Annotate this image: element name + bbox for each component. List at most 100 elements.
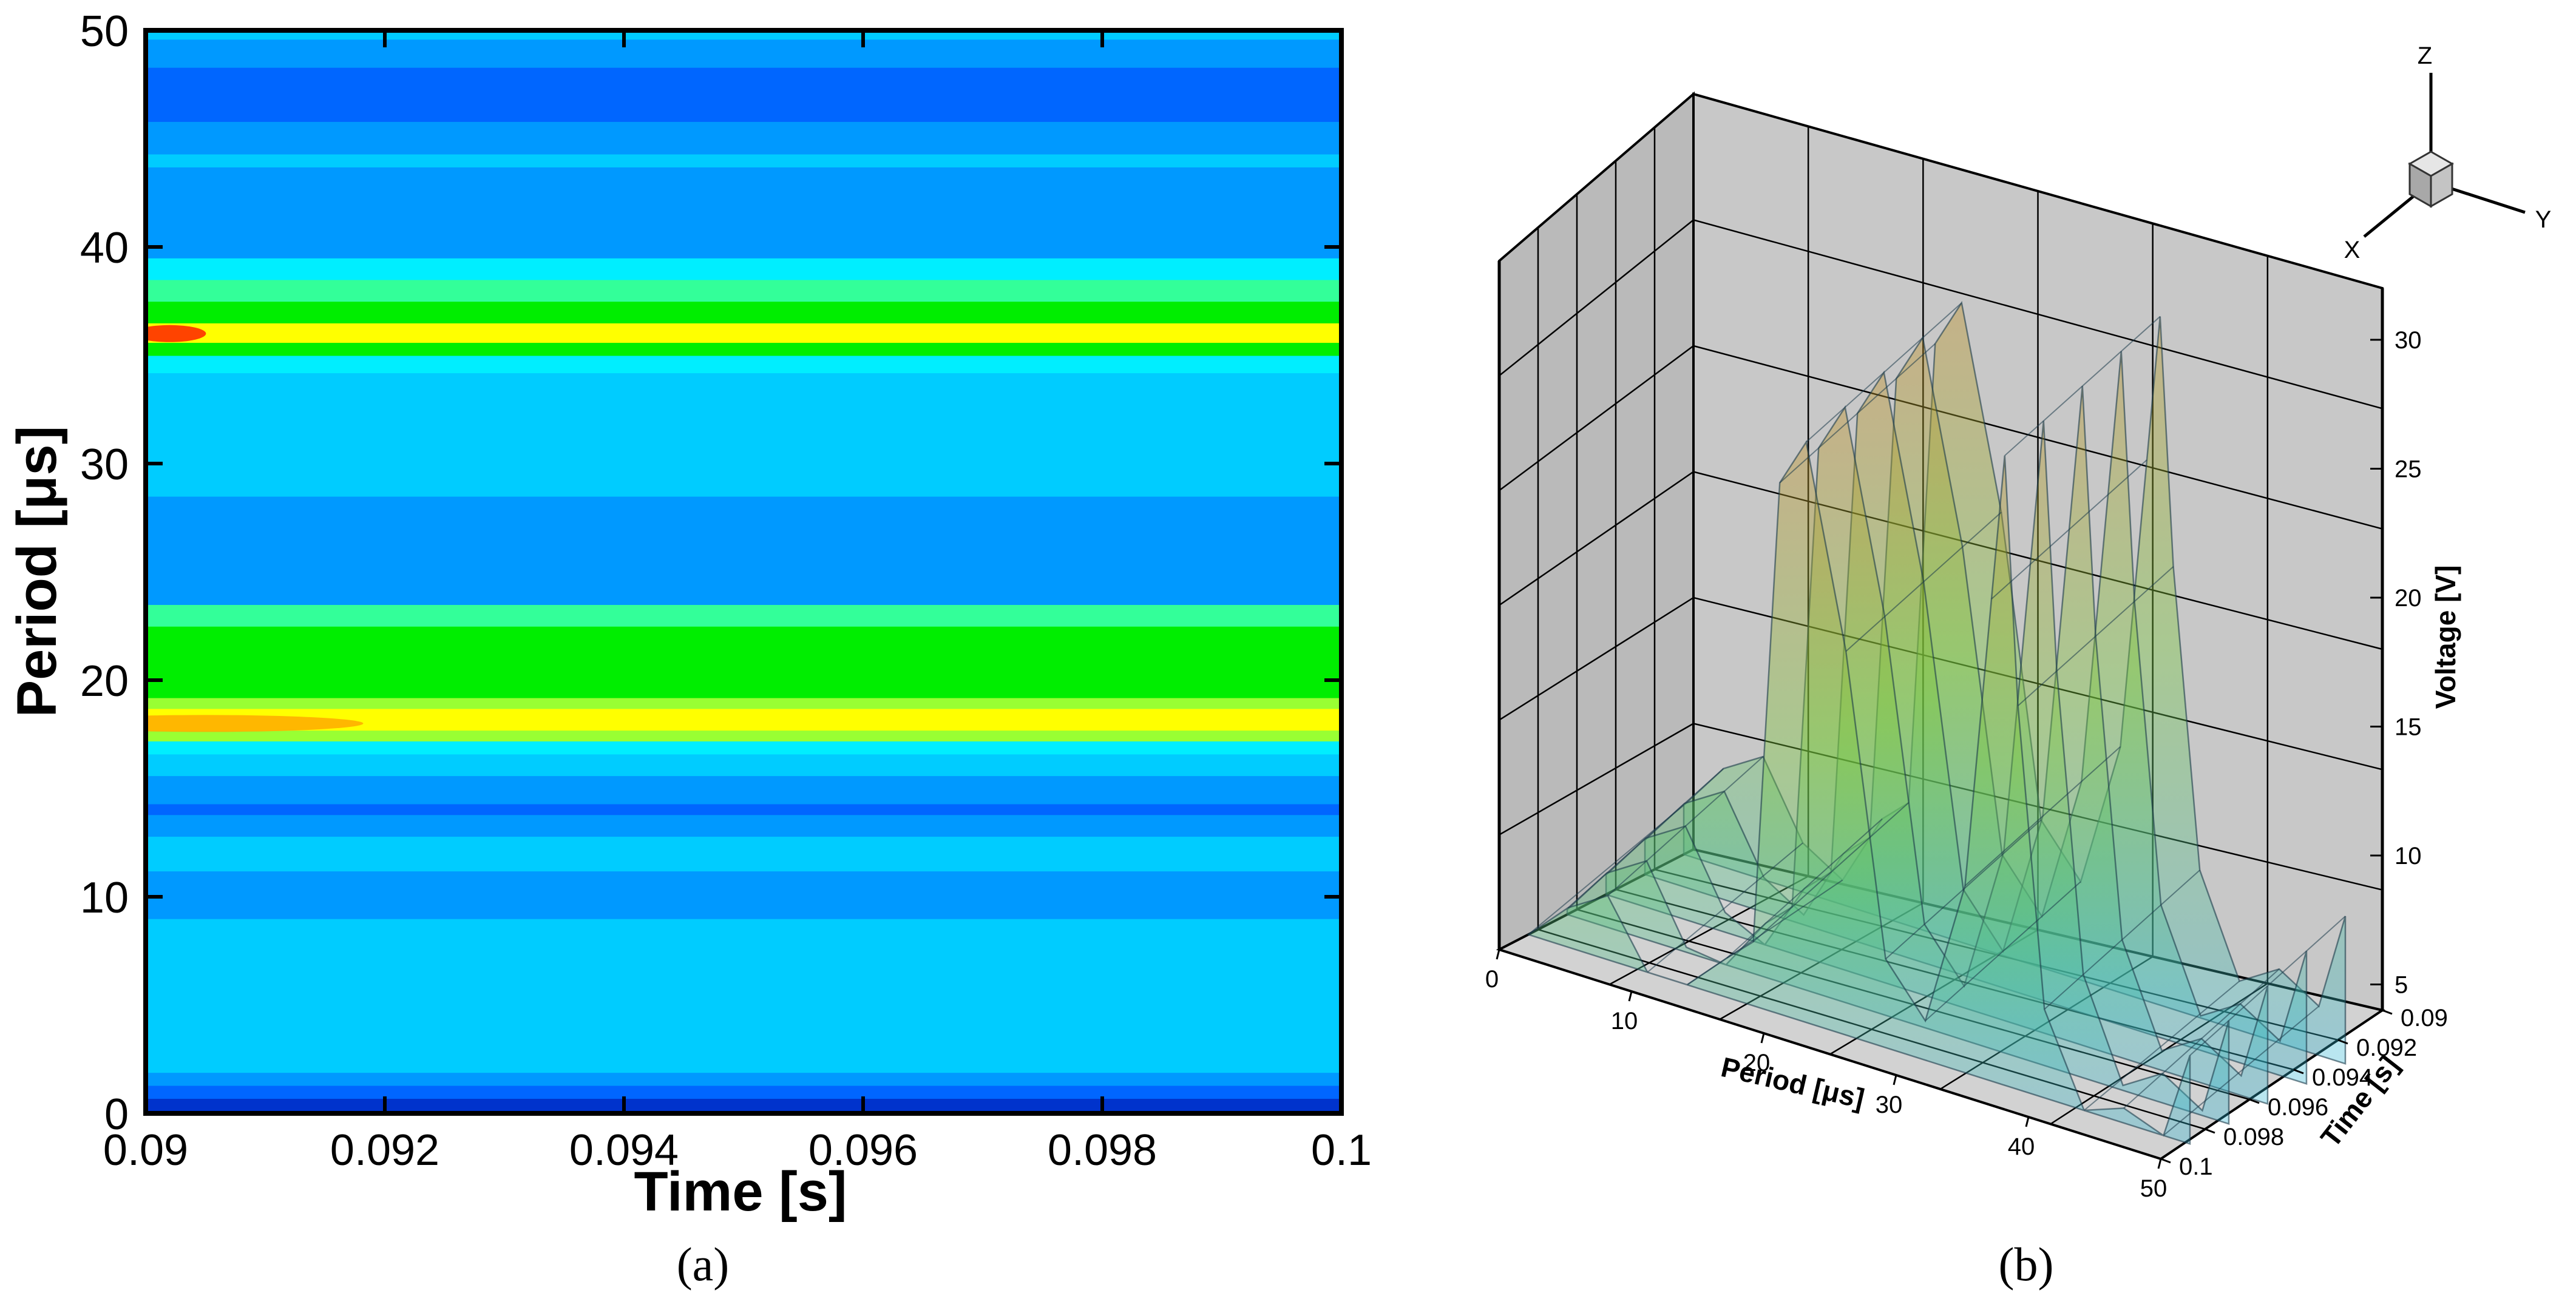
surface-ridge bbox=[1779, 343, 1936, 484]
surface-ridge bbox=[2163, 1005, 2320, 1136]
surface-ridge bbox=[1647, 842, 1803, 973]
surface-ridge bbox=[2004, 316, 2161, 456]
grid-line bbox=[1499, 219, 1694, 377]
x-tick-label: 0.09 bbox=[103, 1126, 188, 1175]
time-tick bbox=[2293, 1068, 2304, 1075]
heatmap-band bbox=[146, 373, 1341, 497]
heatmap-panel: 0.09 0.092 0.094 0.096 0.098 0.1 0 10 20 30 40 50 T… bbox=[6, 7, 1372, 1291]
heatmap-band bbox=[146, 342, 1341, 356]
time-tick bbox=[2205, 1128, 2215, 1134]
period-tick-label: 40 bbox=[2008, 1133, 2035, 1160]
heatmap-band bbox=[146, 39, 1341, 68]
heatmap-band bbox=[146, 871, 1341, 919]
time-tick-label: 0.098 bbox=[2223, 1124, 2284, 1150]
voltage-tick-label: 25 bbox=[2395, 456, 2422, 483]
time-tick-label: 0.096 bbox=[2268, 1094, 2328, 1121]
voltage-tick-label: 5 bbox=[2395, 972, 2408, 999]
heatmap-band bbox=[146, 740, 1341, 755]
surface-ridge bbox=[2017, 566, 2174, 706]
surface-ridge bbox=[1991, 459, 2147, 599]
time-tick-label: 0.094 bbox=[2312, 1064, 2373, 1091]
voltage-tick-label: 20 bbox=[2395, 585, 2422, 612]
grid-line bbox=[1499, 345, 1694, 491]
heatmap-band bbox=[146, 754, 1341, 777]
heatmap-band bbox=[146, 257, 1341, 280]
surface-ridge bbox=[1885, 819, 2042, 960]
surface-ridge bbox=[2189, 916, 2346, 1056]
surface-ridge bbox=[1726, 818, 1883, 959]
voltage-tick-label: 10 bbox=[2395, 843, 2422, 869]
period-tick bbox=[1496, 949, 1500, 960]
voltage-tick-label: 30 bbox=[2395, 327, 2422, 354]
voltage-axis-title: Voltage [V] bbox=[2430, 565, 2461, 709]
time-tick bbox=[2160, 1158, 2171, 1164]
time-tick bbox=[2337, 1039, 2348, 1045]
surface-ridge bbox=[1964, 746, 2121, 886]
heatmap-band bbox=[146, 166, 1341, 258]
surface-slice bbox=[1527, 440, 2191, 1146]
surface-ridge bbox=[1607, 756, 1764, 897]
heatmap-frame bbox=[143, 28, 1344, 1116]
time-tick bbox=[2249, 1098, 2260, 1104]
heatmap-ticks: 0.09 0.092 0.094 0.096 0.098 0.1 0 10 20 30 40 50 bbox=[80, 7, 1372, 1175]
surface-ridge bbox=[1752, 802, 1910, 942]
triad-z-label: Z bbox=[2418, 42, 2432, 69]
y-tick-label: 10 bbox=[80, 874, 129, 922]
surface-panel: 0 10 20 30 40 50 0.09 0.092 0.094 0.096 0.098 0.1 5 1… bbox=[1485, 42, 2551, 1291]
heatmap-band bbox=[146, 301, 1341, 323]
surface-ridge bbox=[1845, 511, 2002, 652]
time-tick bbox=[2382, 1009, 2393, 1015]
heatmap-band bbox=[146, 604, 1341, 627]
panel-a-caption: (a) bbox=[677, 1238, 730, 1291]
heatmap-band bbox=[146, 1098, 1341, 1113]
x-axis-title: Time [s] bbox=[634, 1161, 847, 1223]
voltage-tick-label: 15 bbox=[2395, 714, 2422, 741]
period-tick-label: 10 bbox=[1611, 1008, 1638, 1035]
y-axis-title: Period [μs] bbox=[6, 426, 68, 718]
heatmap-band bbox=[146, 730, 1341, 741]
triad-cube-right bbox=[2430, 162, 2453, 208]
heatmap-hotspot bbox=[146, 715, 364, 732]
heatmap-band bbox=[146, 1072, 1341, 1086]
time-tick-label: 0.09 bbox=[2401, 1005, 2448, 1031]
heatmap-band bbox=[146, 322, 1341, 343]
surface-ridge bbox=[1925, 881, 2081, 1022]
time-tick-label: 0.092 bbox=[2356, 1035, 2417, 1061]
surface-mesh bbox=[1527, 300, 2347, 1146]
heatmap-band bbox=[146, 1085, 1341, 1099]
heatmap-band bbox=[146, 154, 1341, 167]
period-tick-label: 20 bbox=[1743, 1050, 1771, 1076]
x-tick-label: 0.092 bbox=[330, 1126, 439, 1175]
heatmap-band bbox=[146, 836, 1341, 872]
heatmap-band bbox=[146, 355, 1341, 374]
surface-ridge bbox=[1806, 302, 1962, 443]
panel-b-caption: (b) bbox=[1999, 1238, 2054, 1291]
x-tick-label: 0.094 bbox=[569, 1126, 679, 1175]
heatmap-band bbox=[146, 279, 1341, 302]
period-tick bbox=[2157, 1158, 2162, 1169]
grid-line bbox=[1693, 345, 2383, 530]
triad-x-label: X bbox=[2344, 237, 2361, 263]
surface-ridge bbox=[1567, 768, 1724, 908]
heatmap-band bbox=[146, 697, 1341, 709]
heatmap-band bbox=[146, 803, 1341, 815]
y-tick-label: 30 bbox=[80, 440, 129, 489]
grid-line bbox=[1499, 471, 1694, 606]
period-tick-label: 30 bbox=[1876, 1092, 1903, 1118]
surface-ridge bbox=[1687, 879, 1843, 985]
heatmap-hotspot bbox=[146, 325, 206, 342]
grid-line bbox=[1499, 596, 1694, 721]
heatmap-band bbox=[146, 121, 1341, 155]
heatmap-band bbox=[146, 814, 1341, 837]
heatmap-bands bbox=[146, 30, 1341, 1113]
y-tick-label: 20 bbox=[80, 657, 129, 706]
y-tick-label: 0 bbox=[104, 1090, 129, 1139]
surface-ridge bbox=[2083, 981, 2240, 1111]
surface-ridge bbox=[2123, 968, 2280, 1109]
axis-triad: Z Y X bbox=[2344, 42, 2552, 263]
period-tick bbox=[1628, 991, 1633, 1002]
heatmap-band bbox=[146, 775, 1341, 805]
period-tick-label: 0 bbox=[1485, 966, 1499, 993]
